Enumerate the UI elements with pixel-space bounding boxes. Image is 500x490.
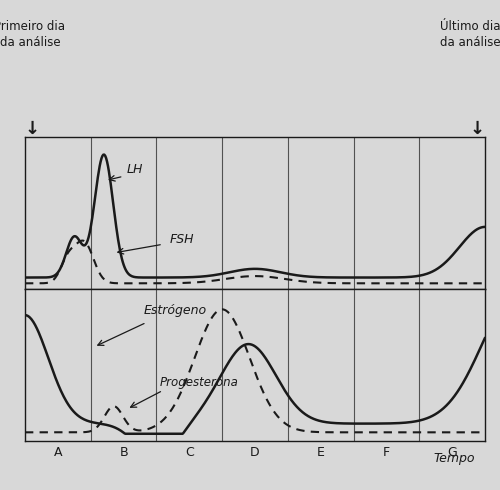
Text: ↓: ↓ [470, 120, 485, 138]
Text: Tempo: Tempo [434, 452, 475, 465]
Text: FSH: FSH [170, 233, 194, 246]
Text: Progesterona: Progesterona [160, 376, 238, 389]
Text: Estrógeno: Estrógeno [144, 304, 206, 317]
Text: ↓: ↓ [25, 120, 40, 138]
Text: LH: LH [127, 163, 143, 176]
Text: Primeiro dia
da análise: Primeiro dia da análise [0, 20, 66, 49]
Text: Último dia
da análise: Último dia da análise [440, 20, 500, 49]
